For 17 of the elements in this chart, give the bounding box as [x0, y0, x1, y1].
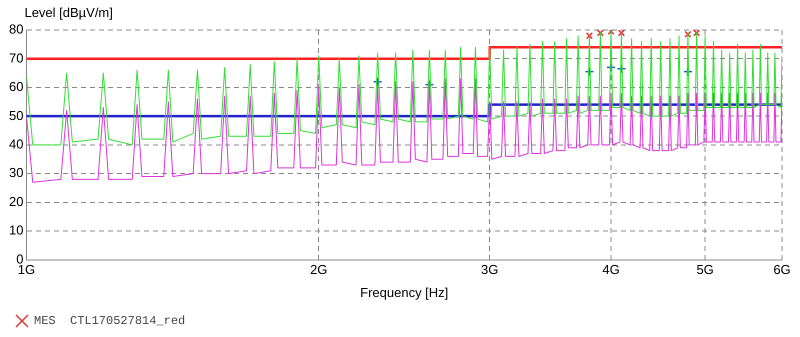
x-tick-label: 4G: [602, 262, 620, 278]
y-tick-label: 40: [8, 136, 24, 152]
x-tick-label: 6G: [773, 262, 791, 278]
y-tick-label: 30: [8, 165, 24, 180]
x-axis-title: Frequency [Hz]: [360, 284, 448, 300]
y-tick-label: 20: [8, 194, 24, 209]
legend-label: MES CTL170527814_red: [34, 314, 186, 328]
x-tick-label: 2G: [310, 262, 328, 278]
x-tick-label: 3G: [481, 262, 498, 278]
y-axis-title: Level [dBµV/m]: [24, 5, 113, 20]
y-tick-label: 10: [8, 222, 24, 238]
x-tick-label: 5G: [696, 262, 714, 278]
y-tick-label: 70: [8, 50, 24, 66]
y-tick-label: 0: [16, 251, 24, 266]
y-tick-label: 50: [8, 108, 24, 123]
y-tick-label: 80: [8, 22, 24, 37]
y-tick-label: 60: [8, 79, 24, 94]
